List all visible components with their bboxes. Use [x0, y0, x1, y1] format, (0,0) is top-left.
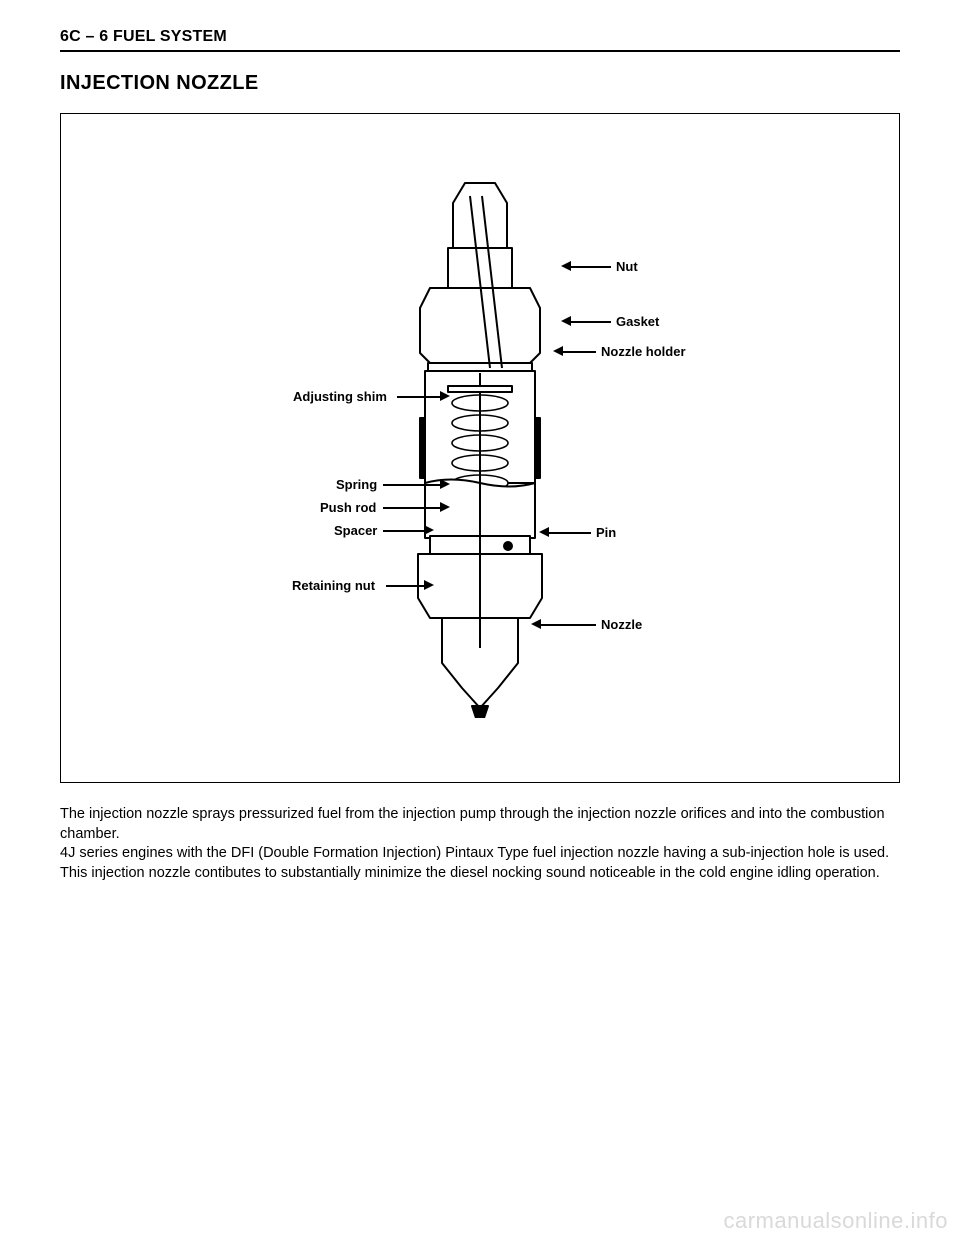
arrowhead-adjusting-shim: [440, 391, 450, 401]
label-gasket: Gasket: [616, 314, 659, 329]
label-nozzle: Nozzle: [601, 617, 642, 632]
arrowhead-nozzle: [531, 619, 541, 629]
arrow-nozzle-holder: [563, 351, 596, 353]
arrowhead-nozzle-holder: [553, 346, 563, 356]
arrow-nut: [571, 266, 611, 268]
arrow-adjusting-shim: [397, 396, 440, 398]
label-spacer: Spacer: [334, 523, 377, 538]
arrow-push-rod: [383, 507, 440, 509]
injection-nozzle-diagram: [370, 178, 590, 718]
arrow-spacer: [383, 530, 424, 532]
arrowhead-pin: [539, 527, 549, 537]
header-rule: [60, 50, 900, 52]
body-text: The injection nozzle sprays pressurized …: [60, 805, 900, 883]
section-title: INJECTION NOZZLE: [60, 72, 900, 95]
arrowhead-spacer: [424, 525, 434, 535]
arrowhead-nut: [561, 261, 571, 271]
arrowhead-spring: [440, 479, 450, 489]
label-pin: Pin: [596, 525, 616, 540]
page: 6C – 6 FUEL SYSTEM INJECTION NOZZLE: [0, 0, 960, 1242]
arrow-spring: [383, 484, 440, 486]
arrow-retaining-nut: [386, 585, 424, 587]
label-adjusting-shim: Adjusting shim: [293, 389, 387, 404]
arrow-nozzle: [541, 624, 596, 626]
label-nut: Nut: [616, 259, 638, 274]
figure-box: Nut Gasket Nozzle holder Pin Nozzle Adju…: [60, 113, 900, 783]
body-paragraph-1: The injection nozzle sprays pressurized …: [60, 805, 900, 844]
arrow-pin: [549, 532, 591, 534]
label-retaining-nut: Retaining nut: [292, 578, 375, 593]
arrowhead-gasket: [561, 316, 571, 326]
label-nozzle-holder: Nozzle holder: [601, 344, 686, 359]
arrow-gasket: [571, 321, 611, 323]
arrowhead-retaining-nut: [424, 580, 434, 590]
arrowhead-push-rod: [440, 502, 450, 512]
label-push-rod: Push rod: [320, 500, 376, 515]
page-header: 6C – 6 FUEL SYSTEM: [60, 28, 900, 46]
watermark: carmanualsonline.info: [723, 1208, 948, 1234]
body-paragraph-2: 4J series engines with the DFI (Double F…: [60, 844, 900, 883]
label-spring: Spring: [336, 477, 377, 492]
